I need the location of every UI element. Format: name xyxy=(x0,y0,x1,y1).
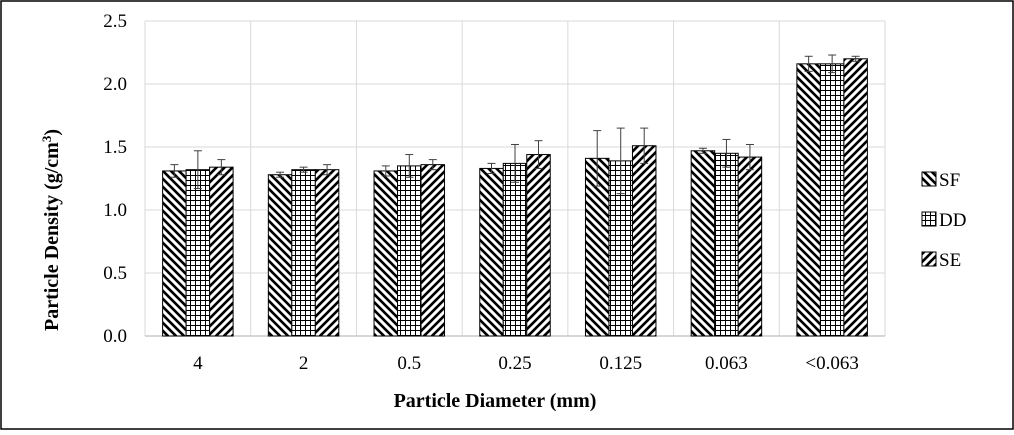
error-bar-dd-5 xyxy=(722,138,731,168)
error-bar-sf-5 xyxy=(698,147,707,154)
error-bar-dd-0 xyxy=(193,150,202,190)
legend-label-se: SE xyxy=(939,250,961,271)
y-tick-label: 2.5 xyxy=(103,11,127,32)
x-tick-label: 0.25 xyxy=(498,353,531,374)
bar-se-1 xyxy=(314,169,340,337)
bar-se-2 xyxy=(420,164,446,337)
error-bar-sf-4 xyxy=(593,130,602,187)
bar-dd-6 xyxy=(819,63,845,337)
bar-sf-5 xyxy=(690,150,716,337)
error-bar-dd-3 xyxy=(511,143,519,183)
error-bar-se-0 xyxy=(217,159,226,176)
bar-dd-2 xyxy=(397,165,422,337)
legend: SF DD SE xyxy=(921,170,966,271)
error-bar-dd-1 xyxy=(299,166,308,173)
bar-sf-1 xyxy=(267,174,293,337)
x-tick-label: <0.063 xyxy=(805,353,858,374)
error-bars xyxy=(170,54,860,195)
bars xyxy=(162,58,868,337)
legend-item-dd: DD xyxy=(921,210,966,231)
y-axis-title-close: ) xyxy=(41,129,63,136)
y-axis-title: Particle Density (g/cm3) xyxy=(39,129,63,331)
legend-item-sf: SF xyxy=(921,170,960,191)
error-bar-se-2 xyxy=(428,159,437,171)
x-tick-label: 0.063 xyxy=(705,353,748,374)
error-bar-sf-0 xyxy=(170,164,179,178)
error-bar-sf-1 xyxy=(276,171,285,178)
bar-sf-6 xyxy=(796,63,821,337)
bar-se-4 xyxy=(631,145,657,337)
legend-label-dd: DD xyxy=(939,210,966,231)
error-bar-sf-6 xyxy=(804,55,813,72)
error-bar-dd-2 xyxy=(405,154,414,178)
error-bar-se-4 xyxy=(640,127,649,164)
error-bar-se-1 xyxy=(323,164,332,176)
error-bar-dd-4 xyxy=(616,127,625,195)
legend-swatch-dd xyxy=(921,211,937,227)
x-axis-title: Particle Diameter (mm) xyxy=(394,390,597,412)
bar-sf-3 xyxy=(479,167,504,337)
y-axis-title-superscript: 3 xyxy=(39,135,54,142)
bar-se-3 xyxy=(526,154,551,337)
error-bar-se-6 xyxy=(851,55,860,62)
y-tick-label: 0.0 xyxy=(103,326,127,347)
bar-dd-0 xyxy=(185,169,211,337)
y-tick-label: 1.0 xyxy=(103,200,127,221)
error-bar-se-3 xyxy=(534,140,543,169)
x-tick-label: 4 xyxy=(193,353,203,374)
error-bar-sf-2 xyxy=(381,165,390,177)
y-tick-label: 2.0 xyxy=(103,74,127,95)
error-bar-sf-3 xyxy=(487,162,496,174)
error-bar-dd-6 xyxy=(828,54,837,74)
y-axis-tick-labels: 0.0 0.5 1.0 1.5 2.0 2.5 xyxy=(103,11,127,347)
bar-dd-1 xyxy=(291,169,316,337)
bar-se-5 xyxy=(737,156,763,337)
bar-sf-0 xyxy=(162,170,187,337)
x-tick-label: 2 xyxy=(299,353,309,374)
bar-dd-5 xyxy=(714,152,739,337)
y-tick-label: 0.5 xyxy=(103,263,127,284)
legend-swatch-sf xyxy=(921,171,937,187)
bar-dd-3 xyxy=(502,162,528,337)
legend-item-se: SE xyxy=(921,250,961,271)
y-tick-label: 1.5 xyxy=(103,137,127,158)
y-axis-title-main: Particle Density (g/cm xyxy=(41,142,63,331)
legend-swatch-se xyxy=(921,251,937,267)
bar-sf-2 xyxy=(373,170,399,337)
legend-label-sf: SF xyxy=(939,170,960,191)
bar-se-6 xyxy=(843,58,868,337)
x-axis-tick-labels: 4 2 0.5 0.25 0.125 0.063 <0.063 xyxy=(193,353,859,374)
error-bar-se-5 xyxy=(745,143,754,171)
x-tick-label: 0.125 xyxy=(599,353,642,374)
x-tick-label: 0.5 xyxy=(397,353,421,374)
bar-se-0 xyxy=(209,166,234,337)
